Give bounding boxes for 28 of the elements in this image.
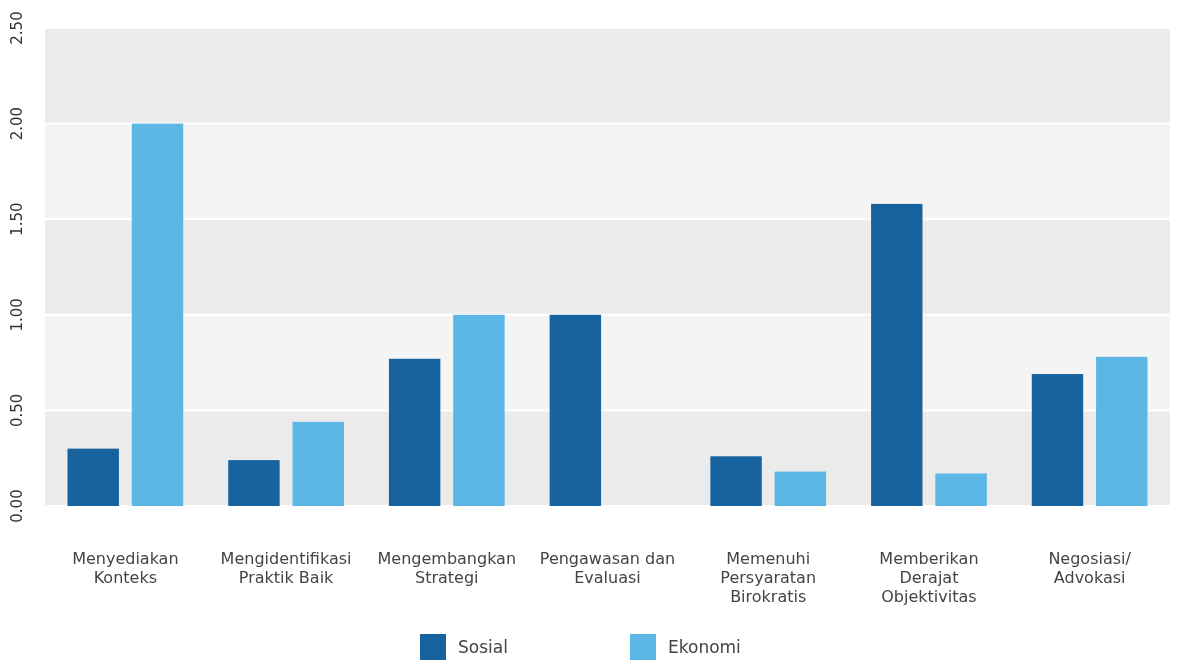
bar (871, 203, 923, 506)
legend-label: Ekonomi (668, 637, 741, 657)
x-tick-label: Pengawasan dan Evaluasi (539, 549, 676, 587)
bar (131, 123, 184, 506)
bar (774, 471, 827, 506)
x-tick-label: Menyediakan Konteks (72, 549, 179, 587)
y-tick-label: 1.00 (8, 298, 26, 332)
y-tick-label: 0.50 (8, 393, 26, 428)
y-tick-label: 2.50 (8, 11, 26, 45)
bar (292, 421, 344, 506)
bar (710, 456, 762, 506)
bar (549, 314, 602, 506)
x-tick-label: Negosiasi/ Advokasi (1048, 549, 1132, 587)
x-tick-label: Mengidentifikasi Praktik Baik (220, 549, 352, 587)
y-tick-label: 2.00 (8, 106, 26, 141)
y-tick-label: 0.00 (8, 489, 26, 523)
bar (228, 460, 280, 506)
bar (935, 473, 987, 506)
x-tick-label: Memenuhi Persyaratan Birokratis (720, 549, 817, 606)
bar (1096, 356, 1148, 506)
x-tick-label: Mengembangkan Strategi (377, 549, 517, 587)
x-tick-label: Memberikan Derajat Objektivitas (879, 549, 979, 606)
bar (67, 448, 119, 506)
legend-label: Sosial (458, 637, 508, 657)
y-tick-label: 1.50 (8, 202, 26, 236)
bar (388, 358, 441, 506)
bar (1031, 374, 1084, 506)
bar (453, 314, 505, 506)
